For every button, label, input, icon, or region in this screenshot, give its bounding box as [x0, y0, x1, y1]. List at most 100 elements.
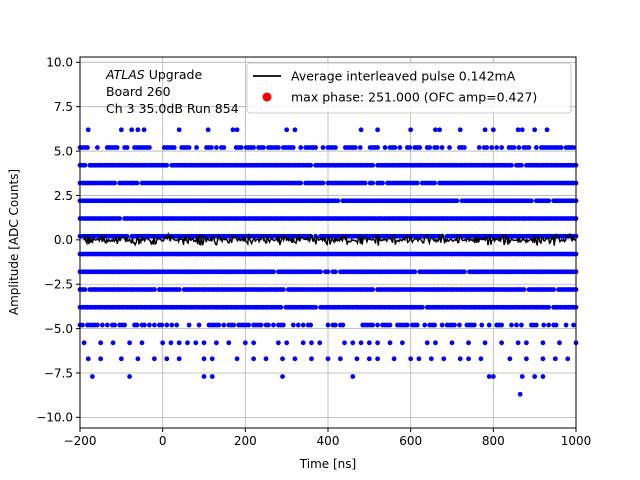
scatter-point — [271, 269, 276, 275]
scatter-point — [152, 287, 157, 292]
scatter-point — [284, 127, 290, 133]
scatter-point — [278, 304, 284, 310]
annotation: ATLAS Upgrade Board 260 Ch 3 35.0dB Run … — [105, 67, 239, 116]
scatter-point — [284, 340, 290, 346]
scatter-point — [571, 145, 576, 150]
scatter-point — [112, 322, 118, 328]
scatter-point — [134, 180, 140, 186]
legend-box — [246, 62, 572, 114]
scatter-point — [540, 374, 546, 379]
scatter-point — [524, 340, 529, 346]
scatter-point — [280, 322, 286, 328]
scatter-point — [441, 356, 447, 362]
scatter-point — [532, 127, 538, 133]
scatter-point — [540, 340, 546, 346]
scatter-point — [433, 340, 438, 346]
scatter-point — [340, 322, 346, 328]
scatter-point — [452, 322, 457, 328]
scatter-point — [221, 322, 227, 328]
scatter-point — [201, 356, 207, 362]
scatter-point — [540, 356, 546, 362]
scatter-point — [263, 356, 269, 362]
scatter-point — [313, 145, 318, 150]
y-axis-ticks: −10.0 −7.5 −5.0 −2.5 0.0 2.5 5.0 7.5 10.0 — [36, 56, 80, 425]
scatter-point — [392, 145, 398, 150]
scatter-point — [552, 356, 558, 362]
x-tick-label: −200 — [64, 434, 97, 448]
scatter-point — [298, 180, 304, 186]
scatter-point — [300, 322, 306, 328]
scatter-point — [160, 340, 166, 346]
scatter-point — [382, 145, 388, 150]
scatter-point — [309, 356, 314, 362]
scatter-point — [333, 145, 338, 150]
scatter-point — [81, 340, 87, 346]
scatter-point — [230, 127, 236, 133]
scatter-point — [152, 322, 157, 328]
scatter-point — [159, 322, 165, 328]
legend-label-line: Average interleaved pulse 0.142mA — [291, 69, 516, 84]
scatter-point — [139, 340, 145, 346]
scatter-point — [533, 322, 539, 328]
x-axis-ticks: −200 0 200 400 600 800 1000 — [64, 428, 592, 448]
scatter-point — [354, 356, 360, 362]
scatter-point — [333, 322, 338, 328]
scatter-point — [439, 145, 445, 150]
scatter-point — [437, 127, 442, 133]
scatter-point — [85, 145, 90, 150]
scatter-point — [280, 287, 286, 292]
scatter-point — [338, 356, 343, 362]
scatter-point — [313, 304, 318, 310]
scatter-point — [517, 391, 523, 397]
scatter-point — [118, 356, 124, 362]
scatter-point — [414, 322, 420, 328]
scatter-point — [246, 322, 252, 328]
scatter-point — [541, 322, 547, 328]
scatter-point — [290, 322, 296, 328]
scatter-point — [509, 322, 514, 328]
scatter-point — [509, 162, 514, 168]
scatter-point — [82, 287, 88, 292]
scatter-point — [261, 145, 266, 150]
scatter-point — [544, 127, 550, 133]
scatter-point — [258, 322, 264, 328]
scatter-point — [298, 145, 304, 150]
scatter-point — [164, 356, 170, 362]
scatter-point — [90, 374, 95, 379]
annotation-line-1: ATLAS Upgrade — [105, 67, 202, 82]
scatter-point — [499, 322, 504, 328]
scatter-point — [117, 216, 123, 221]
scatter-point — [168, 340, 174, 346]
scatter-point — [375, 356, 380, 362]
scatter-point — [352, 145, 358, 150]
scatter-point — [375, 127, 380, 133]
scatter-point — [171, 145, 177, 150]
scatter-point — [375, 322, 380, 328]
scatter-point — [482, 340, 488, 346]
annotation-suffix: Upgrade — [145, 67, 203, 82]
scatter-point — [494, 145, 500, 150]
scatter-point — [447, 145, 452, 150]
scatter-point — [370, 322, 376, 328]
scatter-point — [422, 322, 428, 328]
scatter-point — [366, 356, 372, 362]
scatter-point — [414, 180, 420, 186]
scatter-point — [320, 145, 326, 150]
scatter-point — [514, 322, 519, 328]
scatter-point — [427, 145, 433, 150]
scatter-point — [335, 198, 341, 204]
scatter-point — [449, 340, 455, 346]
scatter-point — [471, 322, 477, 328]
scatter-point — [462, 145, 467, 150]
x-tick-label: 1000 — [561, 434, 592, 448]
y-tick-label: −10.0 — [36, 411, 73, 425]
scatter-point — [519, 374, 525, 379]
scatter-point — [521, 287, 527, 292]
scatter-point — [169, 322, 175, 328]
scatter-point — [489, 145, 495, 150]
scatter-point — [176, 287, 182, 292]
legend-marker-swatch — [262, 92, 272, 102]
scatter-point — [127, 340, 132, 346]
scatter-point — [164, 162, 170, 168]
scatter-point — [546, 198, 552, 204]
